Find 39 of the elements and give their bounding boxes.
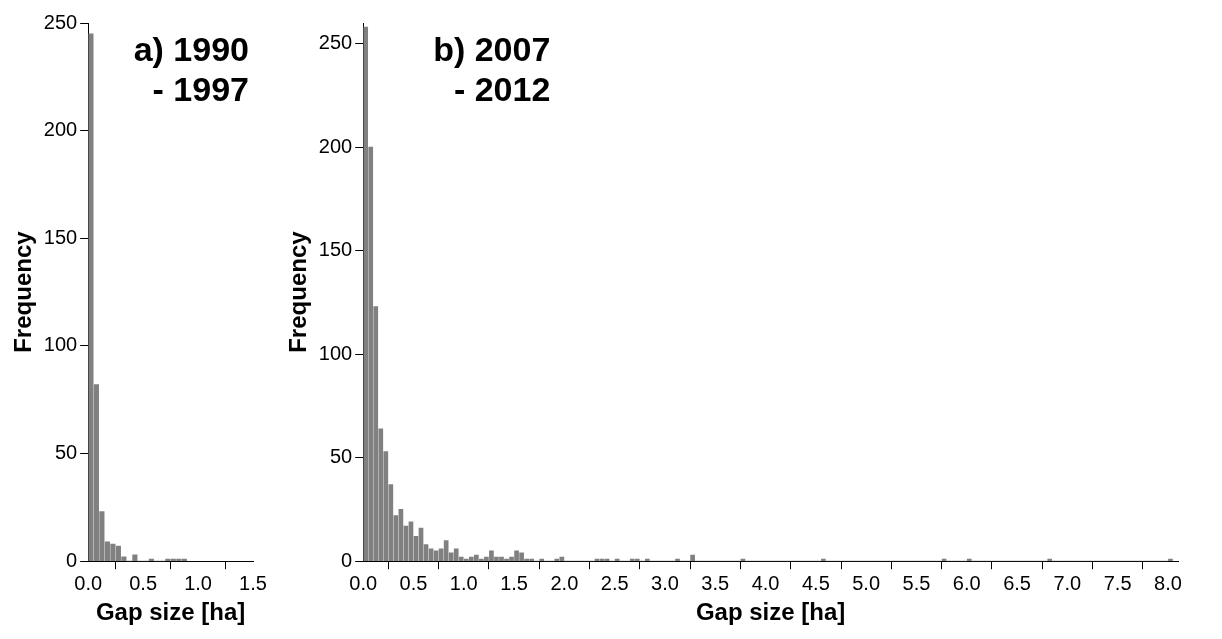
y-tick-label: 50 — [329, 445, 353, 468]
x-tick-label: 0.5 — [129, 571, 158, 594]
x-axis-title: Gap size [ha] — [95, 598, 246, 626]
y-tick-label: 0 — [66, 548, 78, 571]
x-tick-label: 8.0 — [1154, 571, 1182, 594]
x-tick-label: 7.0 — [1053, 571, 1082, 594]
x-tick-label: 6.5 — [1003, 571, 1031, 594]
y-tick-label: 50 — [54, 441, 78, 464]
text: a) 1990 - 1997 — [133, 30, 249, 109]
y-tick-label: 200 — [43, 118, 78, 141]
x-tick-label: 1.5 — [239, 571, 267, 594]
x-tick-label: 4.5 — [801, 571, 830, 594]
y-axis-title: Frequency — [9, 230, 37, 353]
x-tick-label: 6.0 — [952, 571, 981, 594]
x-tick-label: 2.0 — [550, 571, 579, 594]
y-tick-label: 0 — [341, 548, 353, 571]
x-tick-label: 3.0 — [651, 571, 679, 594]
y-tick-label: 200 — [318, 134, 353, 157]
x-tick-label: 1.0 — [449, 571, 478, 594]
y-tick-label: 250 — [43, 10, 78, 33]
x-tick-label: 0.0 — [74, 571, 103, 594]
x-tick-label: 0.0 — [349, 571, 378, 594]
y-tick-label: 100 — [318, 341, 353, 364]
y-tick-label: 150 — [318, 238, 353, 261]
y-tick-label: 150 — [43, 225, 78, 248]
x-tick-label: 1.5 — [500, 571, 528, 594]
x-tick-label: 4.0 — [751, 571, 780, 594]
x-axis-title: Gap size [ha] — [695, 598, 846, 626]
x-tick-label: 1.0 — [184, 571, 212, 594]
y-axis-title: Frequency — [284, 230, 312, 353]
x-tick-label: 7.5 — [1103, 571, 1132, 594]
x-tick-label: 5.5 — [902, 571, 931, 594]
y-tick-label: 250 — [318, 31, 353, 54]
x-tick-label: 2.5 — [600, 571, 629, 594]
y-tick-label: 100 — [43, 333, 78, 356]
x-tick-label: 5.0 — [852, 571, 881, 594]
x-tick-label: 0.5 — [399, 571, 428, 594]
text: b) 2007 - 2012 — [433, 30, 551, 109]
x-tick-label: 3.5 — [701, 571, 730, 594]
